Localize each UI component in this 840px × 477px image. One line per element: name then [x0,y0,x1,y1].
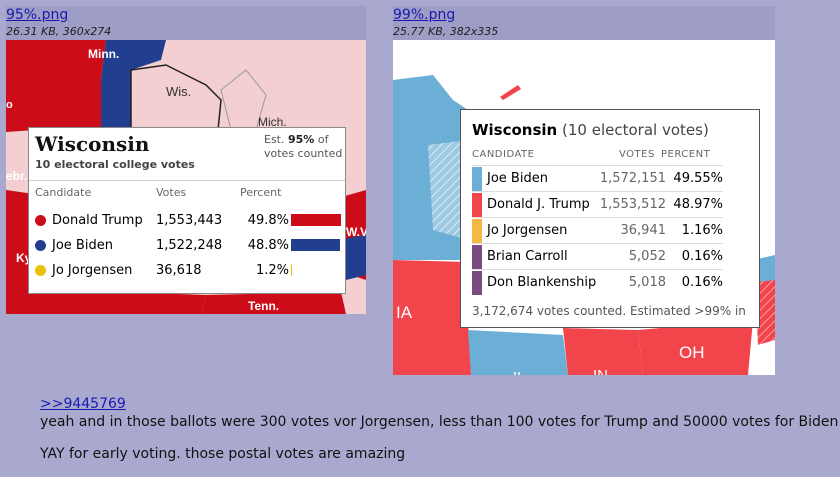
file-info-header: 95%.png 26.31 KB, 360x274 [6,6,366,40]
party-dot-icon [35,265,46,276]
est-prefix: Est. [264,133,285,146]
file-meta: 26.31 KB, 360x274 [6,25,112,38]
party-swatch-icon [472,271,482,295]
file-meta: 25.77 KB, 382x335 [393,25,499,38]
post-line-1: yeah and in those ballots were 300 votes… [40,414,839,430]
party-swatch-icon [472,167,482,191]
votes-counted-estimate: Est. 95% of votes counted [264,133,344,161]
map-label-il: IL [513,369,526,375]
party-dot-icon [35,215,46,226]
votes-counted-footer: 3,172,674 votes counted. Estimated >99% … [472,304,746,318]
image-thumbnail-99[interactable]: IA OH IN IL Wisconsin (10 electoral vote… [393,40,775,375]
candidate-percent: 48.8% [247,238,289,253]
candidate-row: Joe Biden 1,522,248 48.8% [29,235,345,259]
map-label-oh: OH [679,343,705,362]
candidate-row: Brian Carroll 5,052 0.16% [472,243,723,270]
map-label-ebr: ebr. [6,169,27,183]
vote-share-bar [291,264,292,276]
candidate-votes: 5,018 [628,275,666,290]
candidate-row: Donald Trump 1,553,443 49.8% [29,210,345,234]
map-label-wva: W.Va. [346,225,366,239]
file-link-95[interactable]: 95%.png [6,7,69,23]
map-label-mich: Mich. [258,115,287,129]
candidate-percent: 49.8% [247,213,289,228]
attachment-99: 99%.png 25.77 KB, 382x335 [393,6,775,375]
map-label-in: IN [593,367,608,375]
map-label-edge: o [6,99,13,111]
candidate-name: Joe Biden [52,238,113,253]
party-swatch-icon [472,219,482,243]
post-line-2: YAY for early voting. those postal votes… [40,446,406,462]
header-percent: PERCENT [661,149,711,160]
candidate-votes: 1,553,512 [599,197,666,212]
candidate-votes: 1,553,443 [156,213,223,228]
file-info-header: 99%.png 25.77 KB, 382x335 [393,6,775,40]
est-value: 95% [288,133,315,146]
candidate-row: Jo Jorgensen 36,618 1.2% [29,260,345,284]
candidate-name: Donald Trump [52,213,143,228]
candidate-row: Jo Jorgensen 36,941 1.16% [472,217,723,244]
state-name: Wisconsin [472,121,558,139]
map-label-minn: Minn. [88,47,119,61]
party-dot-icon [35,240,46,251]
candidate-votes: 1,572,151 [599,171,666,186]
results-card-wisconsin-99: Wisconsin (10 electoral votes) CANDIDATE… [460,109,760,328]
candidate-percent: 0.16% [681,249,723,264]
est-suffix: of votes counted [264,133,343,160]
candidate-name: Jo Jorgensen [487,223,568,238]
results-card-wisconsin-95: Wisconsin 10 electoral college votes Est… [28,127,346,294]
candidate-votes: 1,522,248 [156,238,223,253]
header-candidate: CANDIDATE [472,149,535,160]
vote-share-bar [291,239,340,251]
candidate-votes: 5,052 [628,249,666,264]
electoral-votes-subtitle: 10 electoral college votes [35,158,195,171]
attachment-95: 95%.png 26.31 KB, 360x274 Minn. Wis. Mic… [6,6,366,314]
party-swatch-icon [472,193,482,217]
map-label-ia: IA [396,303,413,322]
file-link-99[interactable]: 99%.png [393,7,456,23]
candidate-name: Don Blankenship [487,275,597,290]
header-candidate: Candidate [35,186,92,199]
candidate-percent: 1.2% [255,263,289,278]
candidate-name: Brian Carroll [487,249,568,264]
vote-share-bar [291,214,341,226]
party-swatch-icon [472,245,482,269]
electoral-votes-subtitle: (10 electoral votes) [562,121,709,139]
header-votes: VOTES [619,149,655,160]
header-percent: Percent [240,186,282,199]
candidate-name: Donald J. Trump [487,197,590,212]
candidate-votes: 36,941 [620,223,667,238]
map-label-tenn: Tenn. [248,299,279,313]
candidate-row: Joe Biden 1,572,151 49.55% [472,165,723,192]
header-votes: Votes [156,186,187,199]
candidate-votes: 36,618 [156,263,202,278]
quote-link[interactable]: >>9445769 [40,396,126,412]
candidate-name: Jo Jorgensen [52,263,133,278]
candidate-row: Don Blankenship 5,018 0.16% [472,269,723,296]
candidate-percent: 0.16% [681,275,723,290]
candidate-percent: 48.97% [673,197,723,212]
post-message: >>9445769 yeah and in those ballots were… [40,396,838,462]
candidate-name: Joe Biden [487,171,548,186]
image-thumbnail-95[interactable]: Minn. Wis. Mich. ebr. W.Va. Ky. Tenn. o … [6,40,366,314]
divider [29,180,345,181]
map-label-wis: Wis. [166,84,191,99]
candidate-row: Donald J. Trump 1,553,512 48.97% [472,191,723,218]
state-title: Wisconsin [35,132,150,156]
candidate-percent: 49.55% [673,171,723,186]
candidate-percent: 1.16% [681,223,723,238]
state-title: Wisconsin (10 electoral votes) [472,121,709,139]
